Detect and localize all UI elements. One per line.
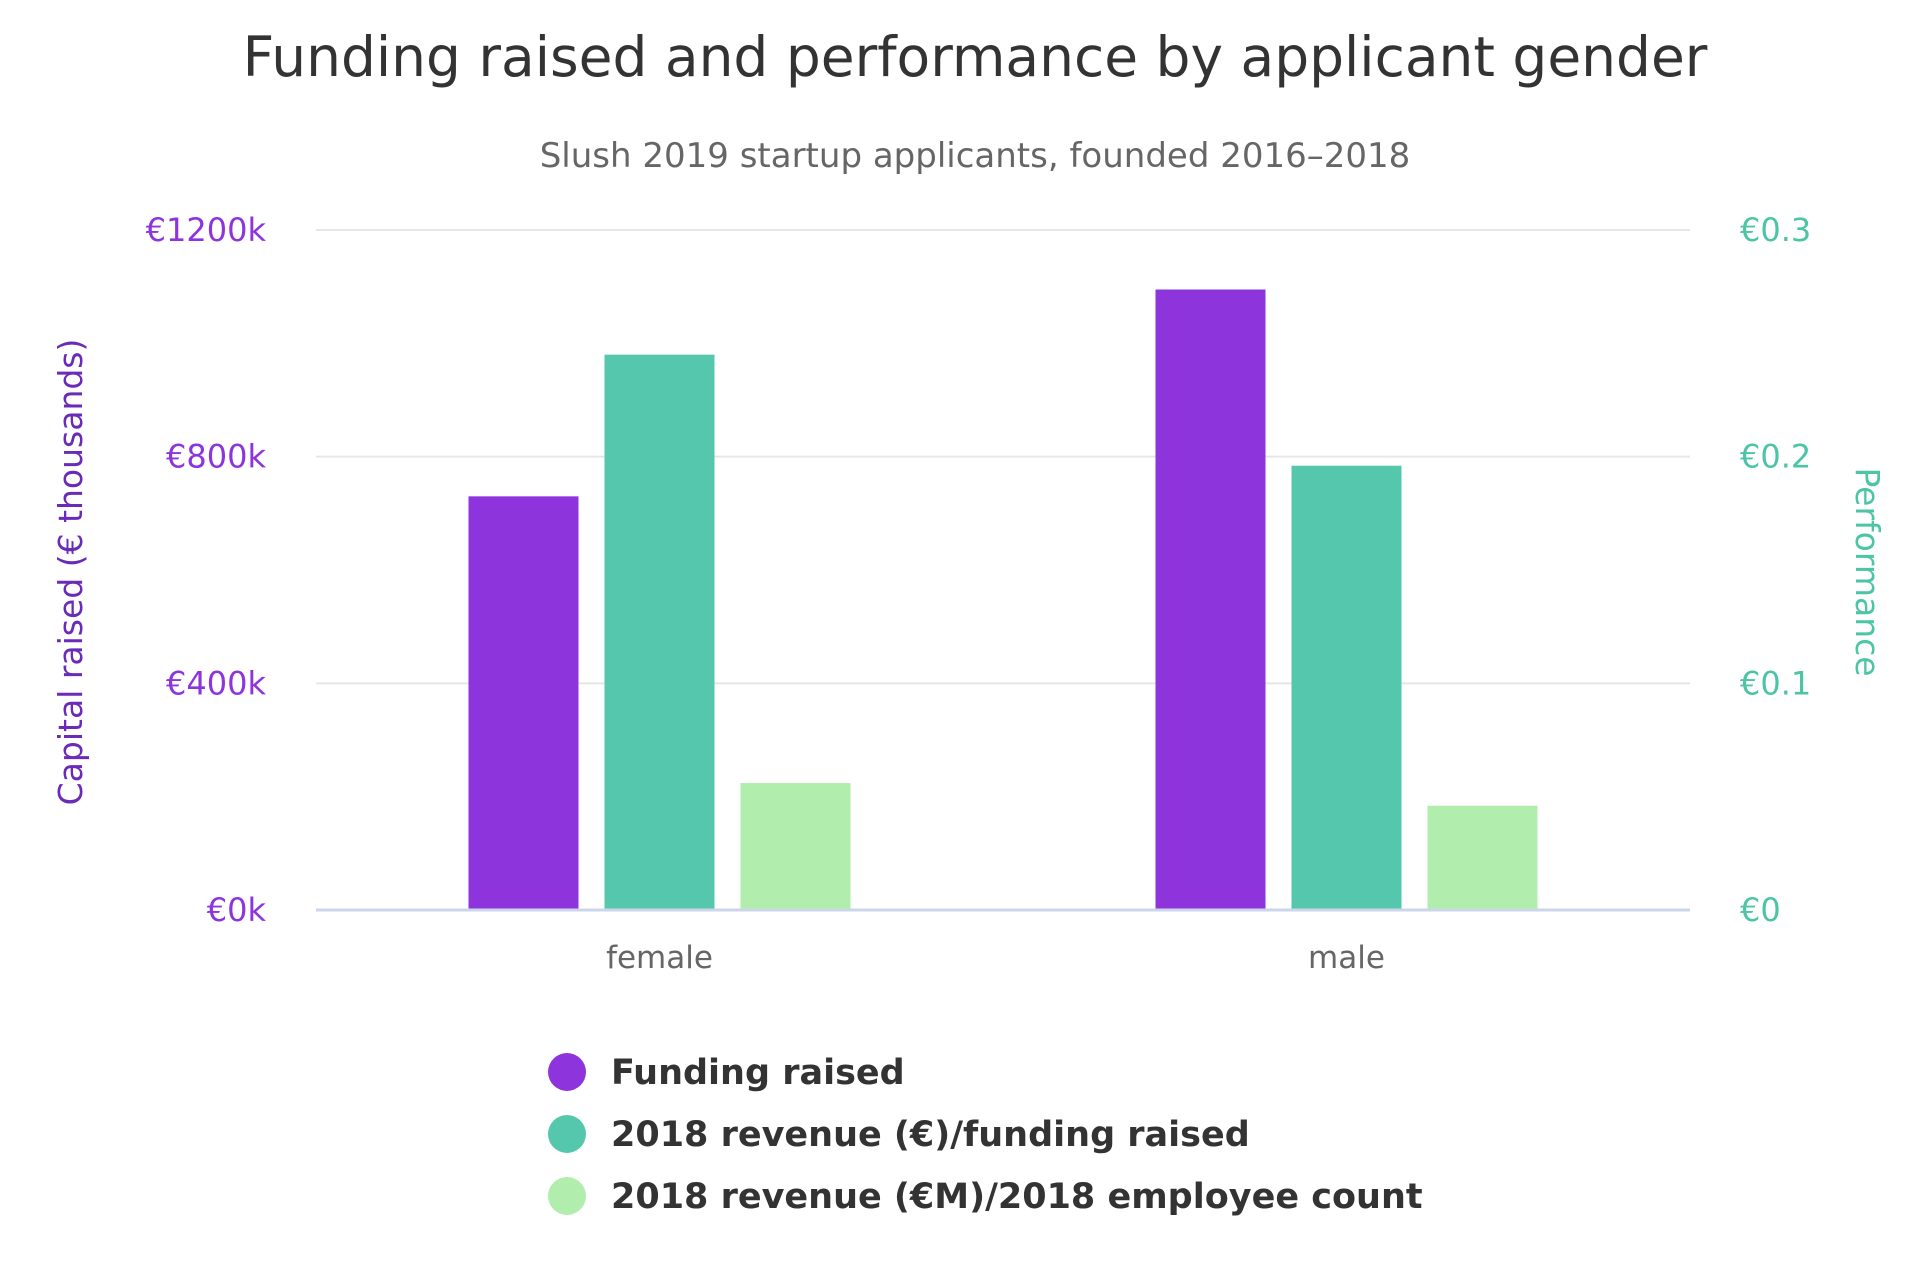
- chart-subtitle: Slush 2019 startup applicants, founded 2…: [540, 136, 1411, 176]
- bar-female-2[interactable]: [604, 354, 715, 911]
- right-tick-label: €0.2: [1740, 438, 1811, 476]
- legend-label: 2018 revenue (€)/funding raised: [611, 1115, 1250, 1155]
- legend-label: 2018 revenue (€M)/2018 employee count: [611, 1177, 1423, 1217]
- bar-male-3[interactable]: [1427, 805, 1538, 910]
- legend-marker: [548, 1053, 586, 1091]
- legend-item[interactable]: Funding raised: [548, 1053, 905, 1093]
- category-label: female: [606, 940, 713, 976]
- left-tick-label: €800k: [166, 438, 266, 476]
- legend-item[interactable]: 2018 revenue (€M)/2018 employee count: [548, 1177, 1423, 1217]
- chart-title: Funding raised and performance by applic…: [243, 25, 1708, 89]
- left-tick-label: €0k: [207, 891, 267, 929]
- bars: [468, 289, 1538, 911]
- category-label: male: [1308, 940, 1385, 976]
- legend-label: Funding raised: [611, 1053, 905, 1093]
- legend-marker: [548, 1115, 586, 1153]
- bar-female-3[interactable]: [740, 783, 851, 910]
- legend-marker: [548, 1177, 586, 1215]
- category-labels: female male: [606, 940, 1385, 976]
- legend-item[interactable]: 2018 revenue (€)/funding raised: [548, 1115, 1250, 1155]
- bar-male-2[interactable]: [1291, 465, 1402, 910]
- bar-male-1[interactable]: [1155, 289, 1266, 911]
- left-axis-ticks: €0k €400k €800k €1200k: [146, 211, 267, 929]
- right-tick-label: €0.3: [1740, 211, 1811, 249]
- left-axis-title: Capital raised (€ thousands): [51, 339, 90, 806]
- right-axis-title: Performance: [1848, 467, 1887, 676]
- right-axis-ticks: €0 €0.1 €0.2 €0.3: [1740, 211, 1811, 929]
- left-tick-label: €400k: [166, 664, 266, 702]
- left-tick-label: €1200k: [146, 211, 267, 249]
- right-tick-label: €0.1: [1740, 664, 1811, 702]
- bar-female-1[interactable]: [468, 496, 579, 910]
- right-tick-label: €0: [1740, 891, 1781, 929]
- legend: Funding raised 2018 revenue (€)/funding r…: [548, 1053, 1423, 1217]
